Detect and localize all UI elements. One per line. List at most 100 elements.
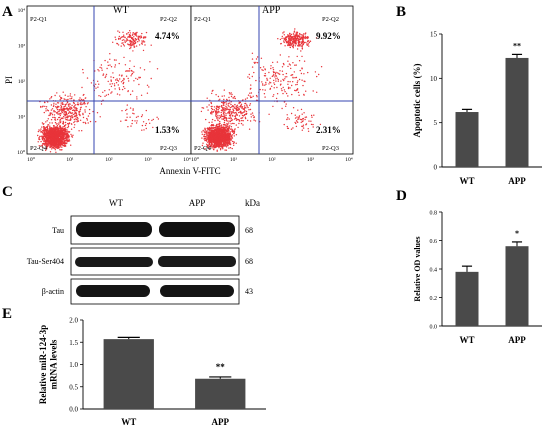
flow-event-dot [251, 66, 254, 68]
flow-event-dot [223, 134, 225, 136]
flow-event-dot [221, 109, 223, 111]
flow-event-dot [63, 109, 66, 111]
flow-event-dot [223, 130, 225, 132]
flow-event-dot [62, 122, 64, 125]
flow-event-dot [230, 139, 232, 141]
y-axis-label: Apoptotic cells (%) [412, 64, 422, 138]
flow-event-dot [37, 134, 39, 137]
flow-event-dot [129, 45, 131, 47]
flow-event-dot [66, 136, 68, 138]
x-category-label: APP [212, 417, 230, 427]
y-tick-label: 0.5 [69, 383, 78, 391]
flow-event-dot [47, 141, 49, 144]
flow-event-dot [290, 128, 293, 130]
flow-event-dot [66, 109, 69, 111]
flow-event-dot [251, 112, 254, 114]
flow-event-dot [52, 116, 54, 119]
flow-event-dot [117, 37, 120, 40]
flow-event-dot [41, 146, 44, 148]
flow-event-dot [67, 95, 69, 98]
flow-event-dot [259, 88, 261, 91]
flow-event-dot [216, 129, 218, 131]
flow-event-dot [63, 132, 66, 134]
flow-event-dot [219, 140, 222, 142]
pct-lower-right-app: 2.31% [316, 125, 341, 135]
flow-event-dot [42, 136, 45, 138]
flow-event-dot [59, 146, 61, 148]
flow-event-dot [60, 149, 62, 151]
flow-event-dot [288, 118, 290, 120]
flow-event-dot [269, 87, 272, 90]
flow-event-dot [294, 77, 296, 79]
flow-event-dot [305, 90, 307, 92]
flow-event-dot [114, 66, 116, 68]
flow-event-dot [280, 80, 282, 82]
flow-event-dot [118, 35, 121, 38]
flow-event-dot [123, 45, 126, 47]
flow-event-dot [283, 40, 285, 42]
flow-event-dot [56, 92, 58, 94]
flow-event-dot [116, 78, 118, 80]
flow-event-dot [229, 125, 231, 127]
flow-event-dot [216, 150, 218, 152]
flow-event-dot [287, 44, 289, 46]
flow-event-dot [127, 36, 129, 38]
flow-event-dot [272, 61, 274, 64]
flow-event-dot [277, 78, 279, 81]
panel-letter-e: E [2, 306, 12, 322]
flow-x-tick-label: 10⁴ [345, 157, 353, 163]
flow-event-dot [222, 126, 225, 129]
flow-event-dot [157, 118, 160, 120]
flow-event-dot [216, 123, 218, 126]
flow-event-dot [42, 131, 44, 134]
flow-event-dot [135, 33, 137, 35]
flow-event-dot [214, 110, 216, 112]
flow-event-dot [97, 86, 99, 88]
flow-event-dot [53, 102, 55, 105]
flow-event-dot [212, 127, 214, 129]
flow-event-dot [139, 67, 142, 69]
flow-event-dot [66, 137, 68, 139]
flow-event-dot [51, 132, 53, 134]
flow-event-dot [216, 111, 218, 114]
flow-event-dot [230, 95, 233, 98]
flow-event-dot [86, 103, 89, 105]
flow-event-dot [234, 128, 236, 130]
flow-event-dot [232, 114, 234, 117]
flow-event-dot [281, 35, 283, 38]
flow-event-dot [41, 144, 44, 147]
flow-event-dot [249, 108, 252, 111]
flow-event-dot [220, 114, 223, 116]
flow-event-dot [72, 113, 75, 116]
flow-event-dot [281, 107, 283, 110]
flow-event-dot [62, 117, 64, 120]
flow-event-dot [221, 145, 223, 148]
flow-event-dot [49, 131, 51, 133]
flow-event-dot [119, 94, 121, 96]
flow-event-dot [80, 102, 82, 104]
flow-event-dot [110, 66, 113, 68]
flow-event-dot [206, 106, 208, 108]
flow-event-dot [121, 110, 123, 112]
flow-event-dot [205, 131, 207, 134]
flow-event-dot [217, 133, 219, 135]
flow-event-dot [145, 127, 147, 130]
flow-event-dot [130, 45, 133, 47]
flow-event-dot [224, 101, 226, 104]
x-category-label: WT [459, 335, 474, 345]
flow-event-dot [46, 132, 48, 135]
flow-event-dot [112, 41, 114, 43]
flow-event-dot [318, 73, 320, 76]
flow-event-dot [286, 76, 288, 78]
flow-event-dot [69, 93, 72, 95]
flow-event-dot [68, 131, 70, 133]
flow-event-dot [298, 116, 300, 118]
flow-event-dot [215, 105, 218, 108]
flow-event-dot [304, 36, 306, 39]
flow-event-dot [54, 94, 56, 97]
flow-event-dot [38, 137, 40, 139]
flow-event-dot [54, 139, 57, 141]
flow-event-dot [295, 125, 298, 128]
flow-event-dot [63, 106, 65, 108]
flow-event-dot [64, 142, 67, 145]
